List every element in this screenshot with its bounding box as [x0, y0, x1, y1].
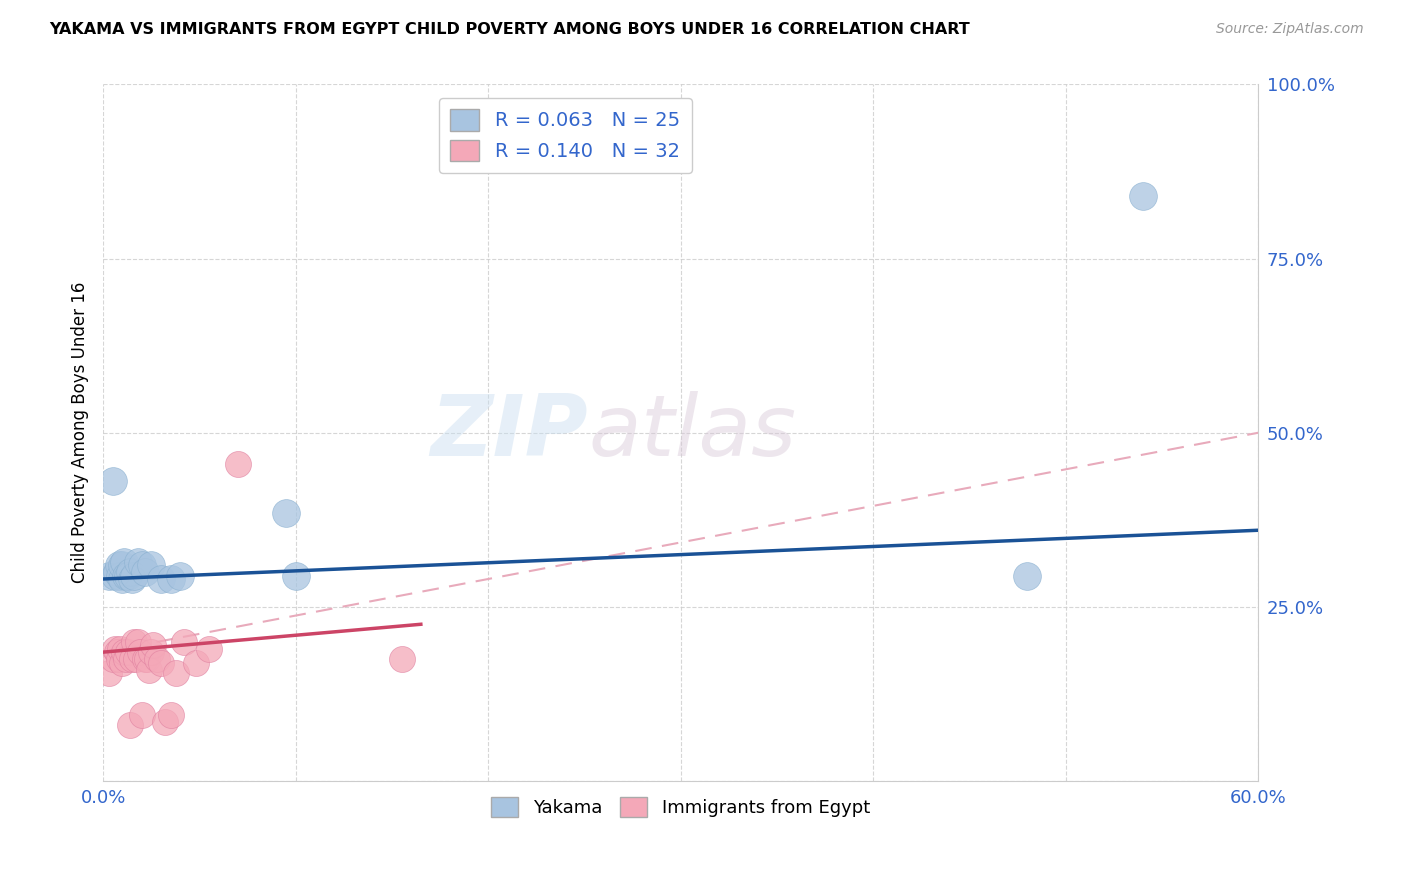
Point	[105, 565, 128, 579]
Point	[121, 572, 143, 586]
Point	[117, 645, 139, 659]
Point	[112, 645, 135, 659]
Point	[159, 707, 181, 722]
Point	[134, 565, 156, 579]
Point	[142, 638, 165, 652]
Point	[125, 652, 148, 666]
Point	[153, 714, 176, 729]
Point	[226, 457, 249, 471]
Point	[141, 558, 163, 572]
Point	[111, 558, 134, 572]
Point	[149, 572, 172, 586]
Point	[97, 666, 120, 681]
Point	[184, 656, 207, 670]
Point	[105, 645, 128, 659]
Point	[138, 663, 160, 677]
Point	[111, 656, 134, 670]
Point	[107, 652, 129, 666]
Point	[141, 645, 163, 659]
Point	[127, 555, 149, 569]
Point	[146, 652, 169, 666]
Point	[110, 641, 132, 656]
Point	[101, 652, 124, 666]
Point	[134, 652, 156, 666]
Point	[117, 568, 139, 582]
Point	[122, 568, 145, 582]
Point	[1017, 568, 1039, 582]
Point	[159, 572, 181, 586]
Point	[136, 652, 159, 666]
Text: YAKAMA VS IMMIGRANTS FROM EGYPT CHILD POVERTY AMONG BOYS UNDER 16 CORRELATION CH: YAKAMA VS IMMIGRANTS FROM EGYPT CHILD PO…	[49, 22, 970, 37]
Point	[120, 718, 142, 732]
Y-axis label: Child Poverty Among Boys Under 16: Child Poverty Among Boys Under 16	[72, 282, 89, 583]
Point	[107, 558, 129, 572]
Point	[173, 634, 195, 648]
Point	[111, 572, 134, 586]
Point	[120, 565, 142, 579]
Text: Source: ZipAtlas.com: Source: ZipAtlas.com	[1216, 22, 1364, 37]
Legend: Yakama, Immigrants from Egypt: Yakama, Immigrants from Egypt	[484, 790, 877, 824]
Text: ZIP: ZIP	[430, 392, 588, 475]
Point	[115, 568, 138, 582]
Point	[104, 568, 127, 582]
Point	[110, 568, 132, 582]
Text: atlas: atlas	[588, 392, 796, 475]
Point	[391, 652, 413, 666]
Point	[101, 475, 124, 489]
Point	[127, 634, 149, 648]
Point	[165, 666, 187, 681]
Point	[97, 568, 120, 582]
Point	[122, 634, 145, 648]
Point	[131, 558, 153, 572]
Point	[104, 641, 127, 656]
Point	[115, 652, 138, 666]
Point	[121, 652, 143, 666]
Point	[128, 645, 150, 659]
Point	[274, 506, 297, 520]
Point	[198, 641, 221, 656]
Point	[131, 707, 153, 722]
Point	[1132, 189, 1154, 203]
Point	[284, 568, 307, 582]
Point	[149, 656, 172, 670]
Point	[169, 568, 191, 582]
Point	[112, 555, 135, 569]
